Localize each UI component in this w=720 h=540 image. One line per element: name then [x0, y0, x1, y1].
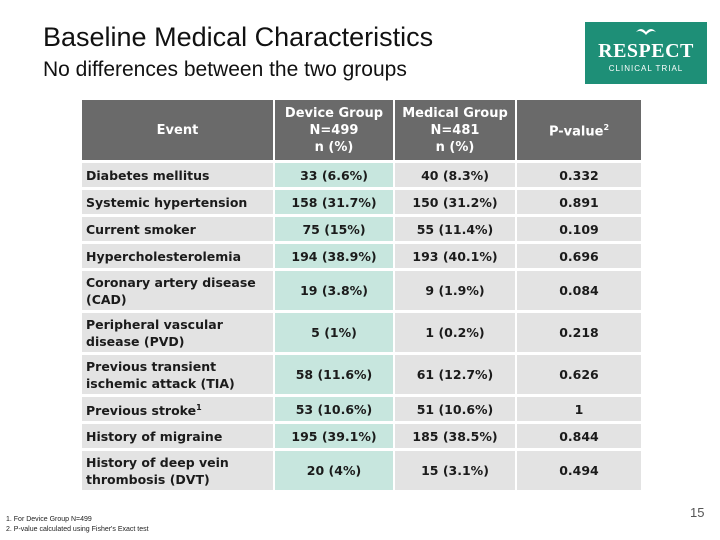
table-row: Diabetes mellitus 33 (6.6%) 40 (8.3%) 0.…	[82, 163, 641, 187]
header-event: Event	[82, 100, 273, 160]
medical-cell: 55 (11.4%)	[395, 217, 515, 241]
medical-cell: 15 (3.1%)	[395, 451, 515, 490]
header-pvalue: P-value2	[517, 100, 641, 160]
medical-cell: 40 (8.3%)	[395, 163, 515, 187]
page-number: 15	[690, 505, 705, 520]
event-cell: History of deep vein thrombosis (DVT)	[82, 451, 273, 490]
medical-cell: 61 (12.7%)	[395, 355, 515, 394]
medical-cell: 1 (0.2%)	[395, 313, 515, 352]
medical-cell: 51 (10.6%)	[395, 397, 515, 421]
event-cell: Previous stroke1	[82, 397, 273, 421]
event-sup: 1	[196, 402, 202, 412]
medical-cell: 150 (31.2%)	[395, 190, 515, 214]
device-cell: 33 (6.6%)	[275, 163, 393, 187]
event-cell: History of migraine	[82, 424, 273, 448]
header-medical-line1: Medical Group	[402, 105, 508, 121]
footnote-2: 2. P-value calculated using Fisher's Exa…	[6, 526, 149, 533]
device-cell: 20 (4%)	[275, 451, 393, 490]
logo-name: RESPECT	[598, 40, 694, 62]
device-cell: 19 (3.8%)	[275, 271, 393, 310]
header-medical: Medical Group N=481 n (%)	[395, 100, 515, 160]
header-device-line2: N=499	[309, 122, 359, 138]
header-row: Event Device Group N=499 n (%) Medical G…	[82, 100, 641, 160]
pvalue-cell: 1	[517, 397, 641, 421]
header-device: Device Group N=499 n (%)	[275, 100, 393, 160]
pvalue-cell: 0.891	[517, 190, 641, 214]
pvalue-cell: 0.109	[517, 217, 641, 241]
device-cell: 75 (15%)	[275, 217, 393, 241]
event-cell: Peripheral vascular disease (PVD)	[82, 313, 273, 352]
medical-cell: 193 (40.1%)	[395, 244, 515, 268]
device-cell: 158 (31.7%)	[275, 190, 393, 214]
slide-subtitle: No differences between the two groups	[43, 58, 407, 81]
table-row: History of deep vein thrombosis (DVT) 20…	[82, 451, 641, 490]
pvalue-cell: 0.696	[517, 244, 641, 268]
table-row: Coronary artery disease (CAD) 19 (3.8%) …	[82, 271, 641, 310]
pvalue-cell: 0.494	[517, 451, 641, 490]
logo-subtitle: CLINICAL TRIAL	[608, 64, 684, 73]
header-device-line3: n (%)	[314, 139, 354, 155]
device-cell: 5 (1%)	[275, 313, 393, 352]
table-row: Current smoker 75 (15%) 55 (11.4%) 0.109	[82, 217, 641, 241]
baseline-table: Event Device Group N=499 n (%) Medical G…	[80, 97, 643, 493]
device-cell: 53 (10.6%)	[275, 397, 393, 421]
table-row: Peripheral vascular disease (PVD) 5 (1%)…	[82, 313, 641, 352]
pvalue-cell: 0.844	[517, 424, 641, 448]
header-device-line1: Device Group	[284, 105, 384, 121]
footnote-1: 1. For Device Group N=499	[6, 516, 92, 523]
header-pvalue-label: P-value	[548, 124, 604, 140]
device-cell: 58 (11.6%)	[275, 355, 393, 394]
device-cell: 195 (39.1%)	[275, 424, 393, 448]
pvalue-cell: 0.332	[517, 163, 641, 187]
table-row: Hypercholesterolemia 194 (38.9%) 193 (40…	[82, 244, 641, 268]
event-cell: Hypercholesterolemia	[82, 244, 273, 268]
event-cell: Previous transient ischemic attack (TIA)	[82, 355, 273, 394]
pvalue-cell: 0.626	[517, 355, 641, 394]
event-cell: Systemic hypertension	[82, 190, 273, 214]
slide-title: Baseline Medical Characteristics	[43, 22, 434, 52]
event-cell: Diabetes mellitus	[82, 163, 273, 187]
header-medical-line3: n (%)	[435, 139, 475, 155]
pvalue-cell: 0.084	[517, 271, 641, 310]
event-label: Previous stroke	[86, 403, 197, 419]
device-cell: 194 (38.9%)	[275, 244, 393, 268]
header-pvalue-sup: 2	[603, 123, 610, 133]
table-row: Previous transient ischemic attack (TIA)…	[82, 355, 641, 394]
medical-cell: 9 (1.9%)	[395, 271, 515, 310]
table-row: History of migraine 195 (39.1%) 185 (38.…	[82, 424, 641, 448]
respect-logo: RESPECT CLINICAL TRIAL	[585, 22, 707, 84]
table-row: Previous stroke1 53 (10.6%) 51 (10.6%) 1	[82, 397, 641, 421]
bird-icon	[636, 29, 656, 35]
event-cell: Coronary artery disease (CAD)	[82, 271, 273, 310]
event-cell: Current smoker	[82, 217, 273, 241]
pvalue-cell: 0.218	[517, 313, 641, 352]
table-row: Systemic hypertension 158 (31.7%) 150 (3…	[82, 190, 641, 214]
medical-cell: 185 (38.5%)	[395, 424, 515, 448]
header-medical-line2: N=481	[430, 122, 480, 138]
